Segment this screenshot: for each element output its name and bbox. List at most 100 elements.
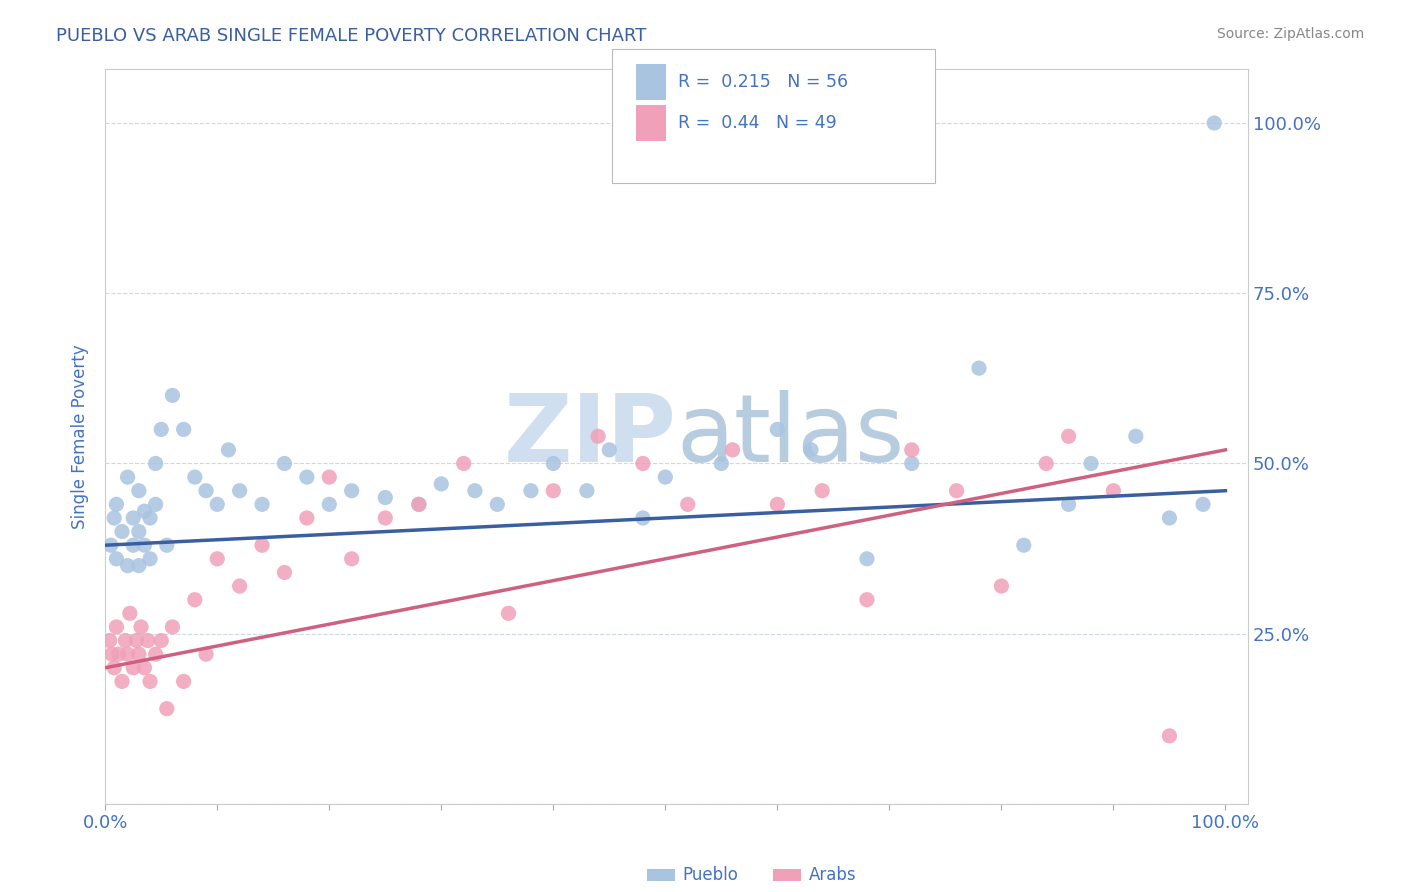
Point bbox=[228, 579, 250, 593]
Point bbox=[945, 483, 967, 498]
Text: Arabs: Arabs bbox=[808, 866, 856, 884]
Point bbox=[122, 511, 145, 525]
Point bbox=[207, 551, 229, 566]
Point bbox=[114, 633, 136, 648]
Point bbox=[184, 592, 207, 607]
Point bbox=[967, 361, 990, 376]
Point bbox=[1035, 457, 1057, 471]
Point bbox=[128, 524, 150, 539]
Point bbox=[150, 633, 173, 648]
Point bbox=[766, 422, 789, 436]
Point bbox=[117, 647, 139, 661]
Point bbox=[129, 620, 152, 634]
Point bbox=[195, 647, 218, 661]
Point bbox=[1057, 429, 1080, 443]
Point bbox=[721, 442, 744, 457]
Point bbox=[374, 511, 396, 525]
Point bbox=[676, 497, 699, 511]
Point bbox=[122, 661, 145, 675]
Point bbox=[128, 558, 150, 573]
Point bbox=[340, 551, 363, 566]
Point bbox=[139, 551, 162, 566]
Point bbox=[150, 422, 173, 436]
Point bbox=[498, 607, 520, 621]
Point bbox=[125, 633, 148, 648]
Point bbox=[374, 491, 396, 505]
Point bbox=[273, 566, 295, 580]
Point bbox=[250, 538, 273, 552]
Point bbox=[453, 457, 475, 471]
Point bbox=[122, 538, 145, 552]
Point bbox=[1080, 457, 1102, 471]
Point bbox=[631, 457, 654, 471]
Point bbox=[100, 538, 122, 552]
Point bbox=[117, 558, 139, 573]
Point bbox=[1159, 729, 1181, 743]
Point bbox=[1204, 116, 1226, 130]
Point bbox=[105, 620, 128, 634]
Point bbox=[295, 470, 318, 484]
Point bbox=[486, 497, 509, 511]
Point bbox=[295, 511, 318, 525]
Point bbox=[184, 470, 207, 484]
Point bbox=[162, 620, 184, 634]
Point bbox=[543, 483, 565, 498]
Point bbox=[654, 470, 676, 484]
Point bbox=[631, 511, 654, 525]
Point bbox=[217, 442, 239, 457]
Point bbox=[136, 633, 159, 648]
Point bbox=[105, 551, 128, 566]
Point bbox=[811, 483, 834, 498]
Text: atlas: atlas bbox=[676, 391, 905, 483]
Point bbox=[117, 470, 139, 484]
Point bbox=[107, 647, 129, 661]
Point bbox=[1159, 511, 1181, 525]
Text: ZIP: ZIP bbox=[503, 391, 676, 483]
Point bbox=[139, 674, 162, 689]
Point bbox=[598, 442, 620, 457]
Point bbox=[145, 457, 167, 471]
Point bbox=[162, 388, 184, 402]
Point bbox=[111, 524, 134, 539]
Point bbox=[1125, 429, 1147, 443]
Point bbox=[1102, 483, 1125, 498]
Point bbox=[856, 592, 879, 607]
Point bbox=[586, 429, 609, 443]
Text: Source: ZipAtlas.com: Source: ZipAtlas.com bbox=[1216, 27, 1364, 41]
Point bbox=[900, 442, 922, 457]
Point bbox=[134, 538, 156, 552]
Point bbox=[800, 442, 823, 457]
Point bbox=[145, 497, 167, 511]
Point bbox=[228, 483, 250, 498]
Point bbox=[173, 422, 195, 436]
Point bbox=[105, 497, 128, 511]
Point bbox=[766, 497, 789, 511]
Point bbox=[340, 483, 363, 498]
Text: PUEBLO VS ARAB SINGLE FEMALE POVERTY CORRELATION CHART: PUEBLO VS ARAB SINGLE FEMALE POVERTY COR… bbox=[56, 27, 647, 45]
Point bbox=[111, 674, 134, 689]
Text: R =  0.44   N = 49: R = 0.44 N = 49 bbox=[678, 114, 837, 132]
Text: R =  0.215   N = 56: R = 0.215 N = 56 bbox=[678, 73, 848, 91]
Text: Pueblo: Pueblo bbox=[682, 866, 738, 884]
Point bbox=[856, 551, 879, 566]
Point bbox=[430, 477, 453, 491]
Point bbox=[128, 483, 150, 498]
Point bbox=[318, 497, 340, 511]
Point bbox=[1192, 497, 1215, 511]
Y-axis label: Single Female Poverty: Single Female Poverty bbox=[72, 344, 89, 529]
Point bbox=[1057, 497, 1080, 511]
Point bbox=[103, 661, 125, 675]
Point bbox=[139, 511, 162, 525]
Point bbox=[207, 497, 229, 511]
Point bbox=[173, 674, 195, 689]
Point bbox=[575, 483, 598, 498]
Point bbox=[318, 470, 340, 484]
Point bbox=[520, 483, 543, 498]
Point bbox=[156, 538, 179, 552]
Point bbox=[408, 497, 430, 511]
Point bbox=[464, 483, 486, 498]
Point bbox=[128, 647, 150, 661]
Point bbox=[250, 497, 273, 511]
Point bbox=[710, 457, 733, 471]
Point bbox=[195, 483, 218, 498]
